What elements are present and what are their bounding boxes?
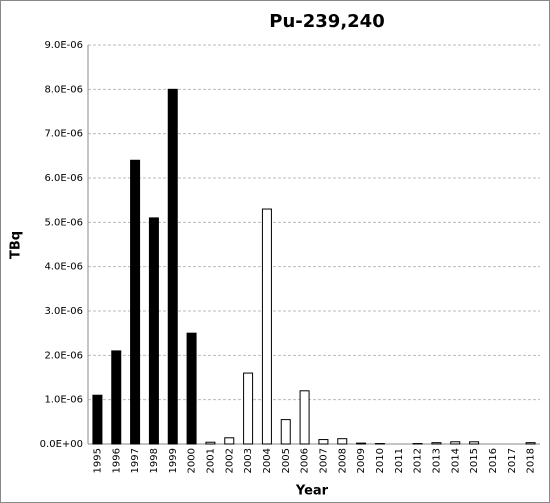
x-tick-label: 2015 [469,448,480,473]
x-tick-label: 1998 [149,448,160,473]
y-tick-label: 6.0E-06 [44,173,83,184]
x-tick-label: 2000 [187,448,198,473]
bar [148,217,159,445]
y-tick-label: 0.0E+00 [40,439,83,450]
x-tick-label: 2018 [526,448,537,473]
bar [450,441,461,445]
bar [356,442,367,445]
y-tick-label: 5.0E-06 [44,217,83,228]
y-tick-label: 8.0E-06 [44,84,83,95]
x-tick-label: 1997 [130,448,141,473]
x-tick-label: 2003 [243,448,254,473]
chart-title: Pu-239,240 [269,11,384,32]
bar [167,88,178,445]
bar [261,208,272,445]
x-tick-label: 1996 [111,448,122,473]
x-tick-label: 2016 [488,448,499,473]
bar [469,441,480,445]
x-axis-label: Year [295,484,329,499]
bar [337,438,348,445]
y-tick-label: 9.0E-06 [44,40,83,51]
y-axis-label: TBq [9,231,24,259]
y-tick-label: 7.0E-06 [44,129,83,140]
x-tick-label: 2006 [300,448,311,473]
x-tick-label: 2010 [375,448,386,473]
x-tick-label: 2005 [281,448,292,473]
bar [186,332,197,445]
x-tick-label: 2013 [431,448,442,473]
bar [205,441,216,445]
x-tick-label: 2017 [507,448,518,473]
bar [92,394,103,445]
x-tick-label: 2002 [224,448,235,473]
bar [318,439,329,445]
bar [280,419,291,445]
x-tick-label: 1999 [168,448,179,473]
bar [224,437,235,445]
x-tick-label: 2008 [337,448,348,473]
x-tick-label: 2014 [450,448,461,473]
bar [130,159,141,445]
y-tick-label: 3.0E-06 [44,306,83,317]
x-tick-label: 2007 [318,448,329,473]
bar [299,390,310,445]
bar [243,372,254,445]
y-tick-label: 4.0E-06 [44,262,83,273]
x-tick-label: 2011 [394,448,405,473]
x-tick-label: 2001 [205,448,216,473]
bar [111,350,122,445]
y-tick-label: 1.0E-06 [44,395,83,406]
y-tick-label: 2.0E-06 [44,350,83,361]
x-tick-label: 2009 [356,448,367,473]
x-tick-label: 1995 [92,448,103,473]
x-tick-label: 2004 [262,448,273,473]
x-tick-label: 2012 [413,448,424,473]
bar [525,442,536,445]
bar [431,442,442,445]
